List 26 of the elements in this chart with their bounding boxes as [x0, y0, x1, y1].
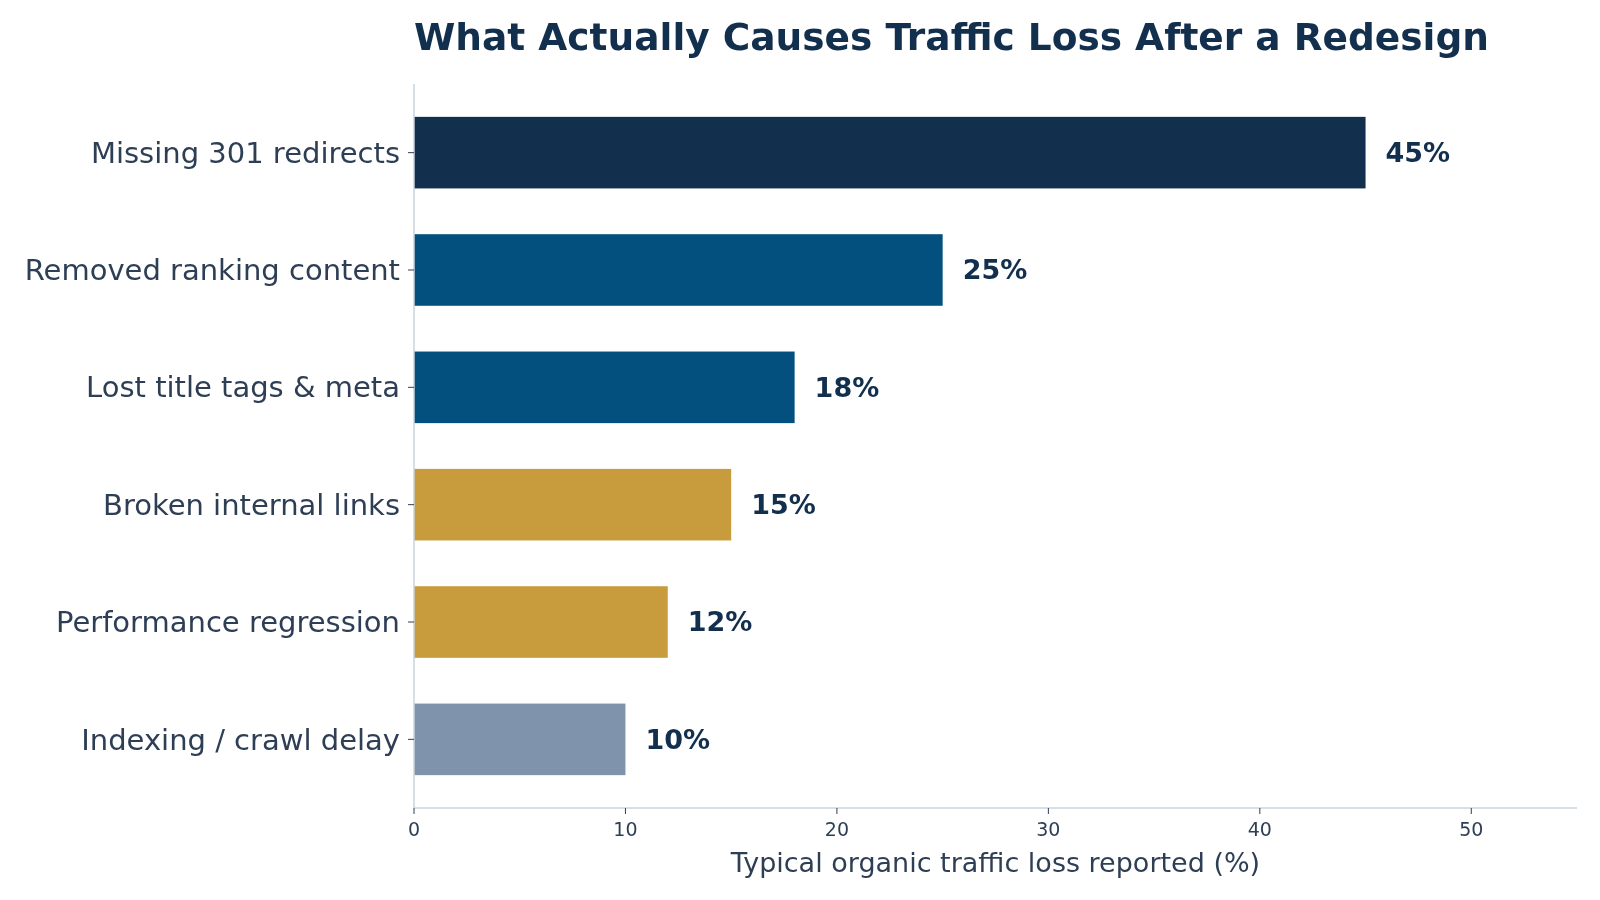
data-label: 15%: [751, 489, 816, 521]
chart-title: What Actually Causes Traffic Loss After a Redesign: [414, 15, 1490, 59]
y-tick-label: Removed ranking content: [24, 253, 400, 288]
y-tick-label: Missing 301 redirects: [90, 135, 400, 170]
data-label: 18%: [814, 371, 880, 403]
bar: [414, 586, 668, 658]
y-tick-label: Broken internal links: [102, 487, 400, 522]
y-tick-label: Indexing / crawl delay: [81, 722, 400, 757]
y-tick-label: Performance regression: [55, 605, 400, 640]
data-label: 12%: [687, 606, 753, 638]
bar: [414, 351, 795, 424]
data-label: 10%: [645, 723, 711, 755]
bar: [414, 468, 732, 541]
x-tick-label: 40: [1247, 818, 1272, 840]
data-label: 45%: [1385, 137, 1451, 169]
x-tick-label: 0: [407, 818, 421, 840]
x-axis-title: Typical organic traffic loss reported (%): [729, 847, 1261, 878]
bar: [414, 703, 626, 776]
data-label: 25%: [962, 254, 1028, 286]
bar: [414, 234, 943, 306]
y-tick-label: Lost title tags & meta: [86, 370, 400, 405]
x-tick-label: 10: [613, 818, 638, 840]
x-tick-label: 50: [1459, 818, 1484, 840]
x-tick-label: 20: [824, 818, 849, 840]
bar: [414, 116, 1366, 189]
x-tick-label: 30: [1036, 818, 1061, 840]
